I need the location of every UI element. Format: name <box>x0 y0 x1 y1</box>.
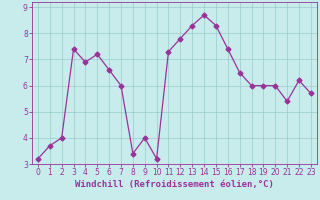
X-axis label: Windchill (Refroidissement éolien,°C): Windchill (Refroidissement éolien,°C) <box>75 180 274 189</box>
